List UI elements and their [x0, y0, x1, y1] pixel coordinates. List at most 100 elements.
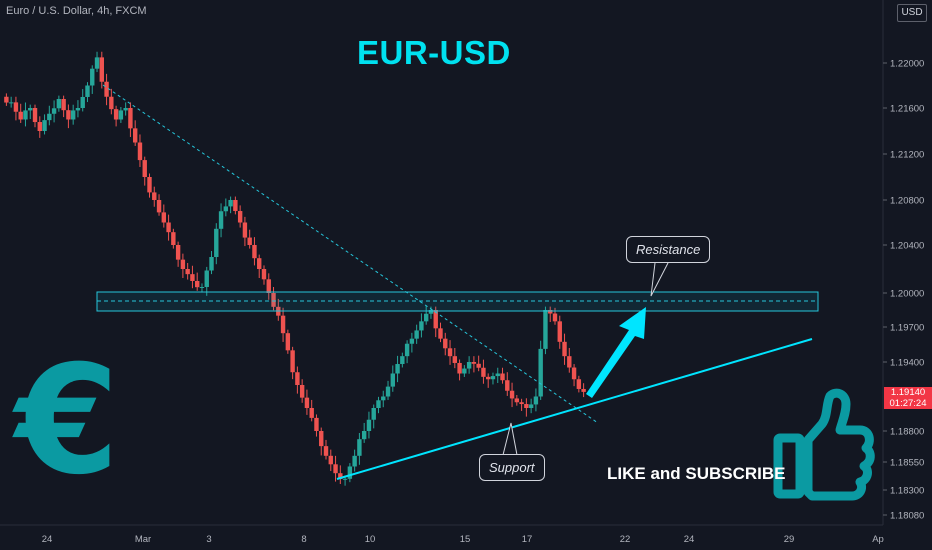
candle-body [548, 310, 553, 314]
candle-body [42, 120, 47, 131]
candles [4, 51, 586, 486]
candle-body [242, 222, 248, 238]
candle-body [361, 431, 367, 440]
candle-body [524, 404, 529, 408]
candle-body [509, 390, 515, 399]
candle-body [452, 356, 458, 363]
candle-body [104, 81, 109, 97]
candle-body [557, 321, 562, 342]
time-tick-label: 29 [784, 534, 795, 545]
candle-body [409, 338, 415, 344]
candle-body [132, 128, 138, 143]
candle-body [323, 446, 329, 456]
candle-body [195, 281, 200, 288]
candle-body [156, 200, 162, 213]
candle-body [252, 245, 257, 259]
price-axis[interactable]: 1.22000 1.21600 1.21200 1.20800 1.20400 1.200… [882, 0, 924, 525]
resistance-callout[interactable]: Resistance [626, 236, 711, 263]
candle-body [447, 348, 453, 357]
candle-body [166, 222, 171, 233]
bar-countdown: 01:27:24 [889, 398, 927, 409]
time-tick-label: 8 [301, 534, 306, 545]
candle-body [552, 313, 558, 322]
candle-body [280, 315, 286, 334]
price-tick-label: 1.20800 [890, 196, 924, 207]
candle-body [152, 192, 157, 200]
candle-body [457, 362, 462, 374]
candle-body [438, 328, 443, 339]
candle-body [462, 368, 467, 374]
candle-body [85, 85, 90, 97]
price-tick-label: 1.18550 [890, 458, 924, 469]
candle-body [47, 113, 52, 121]
last-price-tag: 1.19140 01:27:24 [884, 387, 932, 409]
candle-body [4, 96, 9, 103]
candle-body [404, 343, 410, 357]
candle-body [576, 379, 582, 389]
candle-body [199, 287, 205, 288]
candle-body [8, 102, 14, 104]
candle-body [13, 102, 19, 112]
candle-body [128, 108, 133, 129]
candle-body [94, 57, 100, 69]
candle-body [214, 228, 219, 257]
price-tick-label: 1.18300 [890, 486, 924, 497]
candle-body [528, 404, 534, 408]
candle-body [390, 373, 395, 387]
candle-body [309, 408, 314, 418]
candle-body [228, 200, 233, 207]
price-tick-label: 1.18080 [890, 511, 924, 522]
candle-body [218, 211, 224, 229]
candle-body [70, 110, 76, 120]
price-tick-label: 1.22000 [890, 59, 924, 70]
candle-body [190, 274, 195, 281]
candle-body [581, 388, 586, 392]
candle-body [37, 122, 42, 131]
time-tick-label: Ap [872, 534, 884, 545]
candle-body [342, 478, 348, 480]
time-tick-label: 24 [684, 534, 695, 545]
candle-body [500, 373, 505, 381]
candle-body [51, 108, 57, 114]
candle-body [495, 373, 500, 377]
support-callout[interactable]: Support [479, 454, 545, 481]
candle-body [261, 269, 267, 280]
candle-body [247, 237, 252, 245]
candle-body [433, 310, 438, 329]
candle-body [519, 402, 524, 405]
candle-body [161, 212, 167, 223]
candle-body [567, 356, 572, 368]
candle-body [23, 110, 28, 120]
candle-body [347, 466, 353, 479]
candle-body [371, 408, 376, 420]
candle-body [90, 68, 95, 86]
candle-body [414, 330, 419, 339]
euro-icon: € [15, 334, 120, 508]
candle-body [137, 142, 143, 161]
currency-button[interactable]: USD [897, 4, 927, 22]
downtrend-line[interactable] [102, 84, 599, 424]
support-trendline[interactable] [336, 338, 813, 480]
candle-body [204, 270, 209, 287]
candle-body [285, 333, 291, 351]
candle-body [314, 417, 319, 431]
candle-body [471, 362, 477, 364]
time-axis[interactable]: 24 Mar 3 8 10 15 17 22 24 29 Ap [0, 524, 884, 545]
candle-body [395, 364, 400, 374]
candle-body [304, 397, 310, 408]
candle-body [476, 363, 481, 368]
candle-body [175, 245, 181, 260]
time-tick-label: 15 [460, 534, 471, 545]
candle-body [56, 99, 62, 109]
candle-body [118, 110, 124, 120]
candle-body [75, 108, 81, 111]
candle-body [357, 439, 362, 456]
resistance-callout-pointer [650, 262, 669, 297]
bullish-arrow[interactable] [586, 307, 646, 398]
candle-body [428, 310, 434, 314]
candle-body [481, 367, 486, 377]
candle-body [271, 293, 276, 307]
candle-body [381, 396, 386, 401]
price-tick-label: 1.19400 [890, 358, 924, 369]
